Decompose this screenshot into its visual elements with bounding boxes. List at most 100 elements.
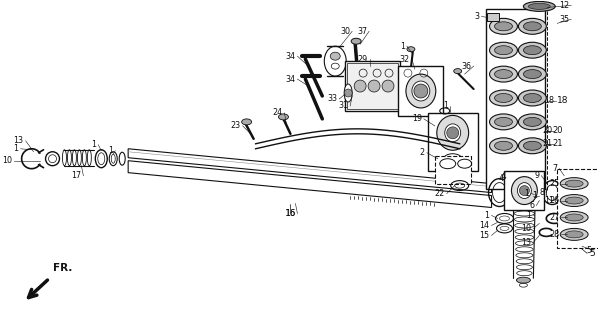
Text: 17: 17 [71, 171, 81, 180]
Text: 15: 15 [479, 231, 489, 240]
Text: 19: 19 [412, 114, 422, 124]
Ellipse shape [516, 277, 530, 283]
Text: 23: 23 [231, 121, 241, 130]
Text: 12: 12 [559, 1, 569, 10]
Text: 28: 28 [549, 230, 559, 239]
Circle shape [414, 84, 428, 98]
Ellipse shape [565, 180, 583, 187]
Ellipse shape [279, 114, 289, 120]
Ellipse shape [560, 178, 588, 189]
Text: 13: 13 [14, 136, 23, 145]
Text: 35: 35 [559, 15, 569, 24]
Ellipse shape [495, 93, 513, 102]
Text: 26: 26 [549, 196, 559, 205]
Text: 32: 32 [400, 55, 410, 64]
Text: 36: 36 [462, 62, 471, 71]
Ellipse shape [344, 84, 352, 102]
Text: FR.: FR. [53, 263, 73, 273]
Bar [428, 113, 477, 171]
Ellipse shape [489, 18, 518, 34]
Text: 22: 22 [434, 189, 444, 198]
Ellipse shape [437, 116, 468, 150]
Text: 10: 10 [521, 224, 531, 233]
Text: 1: 1 [485, 211, 489, 220]
Ellipse shape [518, 42, 546, 58]
Text: 18: 18 [557, 96, 569, 106]
Text: 3: 3 [474, 12, 480, 21]
Ellipse shape [518, 90, 546, 106]
Ellipse shape [560, 228, 588, 240]
Text: 27: 27 [549, 213, 559, 222]
Ellipse shape [560, 212, 588, 223]
Text: 2: 2 [420, 148, 425, 157]
Text: 33: 33 [327, 94, 337, 103]
Ellipse shape [412, 81, 430, 101]
Bar [579, 184, 593, 197]
Ellipse shape [524, 22, 541, 31]
Text: 30: 30 [340, 27, 350, 36]
Polygon shape [128, 161, 492, 207]
Text: 18: 18 [544, 96, 554, 106]
Ellipse shape [495, 22, 513, 31]
Ellipse shape [495, 141, 513, 150]
Ellipse shape [489, 42, 518, 58]
Text: 1: 1 [14, 144, 19, 153]
Ellipse shape [489, 66, 518, 82]
Text: 14: 14 [480, 221, 489, 230]
Text: 5: 5 [586, 246, 591, 255]
Ellipse shape [518, 183, 531, 198]
Ellipse shape [524, 117, 541, 126]
Circle shape [519, 186, 530, 196]
Ellipse shape [330, 52, 340, 60]
Circle shape [344, 89, 352, 97]
Text: 29: 29 [358, 55, 368, 64]
Text: 16: 16 [285, 209, 295, 218]
Ellipse shape [565, 197, 583, 204]
Text: 16: 16 [285, 209, 296, 218]
Ellipse shape [406, 74, 436, 108]
Text: 5: 5 [589, 249, 595, 258]
Ellipse shape [524, 46, 541, 55]
Ellipse shape [495, 46, 513, 55]
Ellipse shape [524, 93, 541, 102]
Bar [435, 156, 471, 184]
Bar [557, 169, 599, 248]
Ellipse shape [518, 114, 546, 130]
Ellipse shape [518, 138, 546, 154]
Ellipse shape [444, 124, 461, 142]
Text: 7: 7 [552, 164, 557, 173]
Ellipse shape [489, 90, 518, 106]
Text: 31: 31 [338, 101, 348, 110]
Bar [486, 9, 545, 188]
Text: 20: 20 [542, 126, 552, 135]
Circle shape [382, 80, 394, 92]
Ellipse shape [560, 195, 588, 206]
Text: 1: 1 [524, 189, 530, 198]
Text: 10: 10 [2, 156, 12, 165]
Text: 20: 20 [552, 126, 563, 135]
Ellipse shape [453, 68, 462, 74]
Text: 1: 1 [108, 146, 113, 155]
Text: 9: 9 [534, 171, 539, 180]
Bar [345, 61, 400, 111]
Bar [486, 13, 498, 21]
Text: 1: 1 [527, 211, 531, 220]
Circle shape [447, 127, 459, 139]
Ellipse shape [495, 70, 513, 79]
Ellipse shape [324, 46, 346, 76]
Text: 21: 21 [552, 139, 563, 148]
Ellipse shape [524, 141, 541, 150]
Bar [347, 63, 398, 109]
Text: 8: 8 [539, 188, 544, 197]
Text: 1: 1 [400, 42, 405, 51]
Ellipse shape [351, 38, 361, 44]
Ellipse shape [518, 66, 546, 82]
Circle shape [354, 80, 366, 92]
Bar [398, 66, 443, 116]
Ellipse shape [495, 117, 513, 126]
Circle shape [368, 80, 380, 92]
Ellipse shape [524, 70, 541, 79]
Ellipse shape [524, 158, 534, 164]
Ellipse shape [518, 18, 546, 34]
Text: 1: 1 [533, 191, 537, 200]
